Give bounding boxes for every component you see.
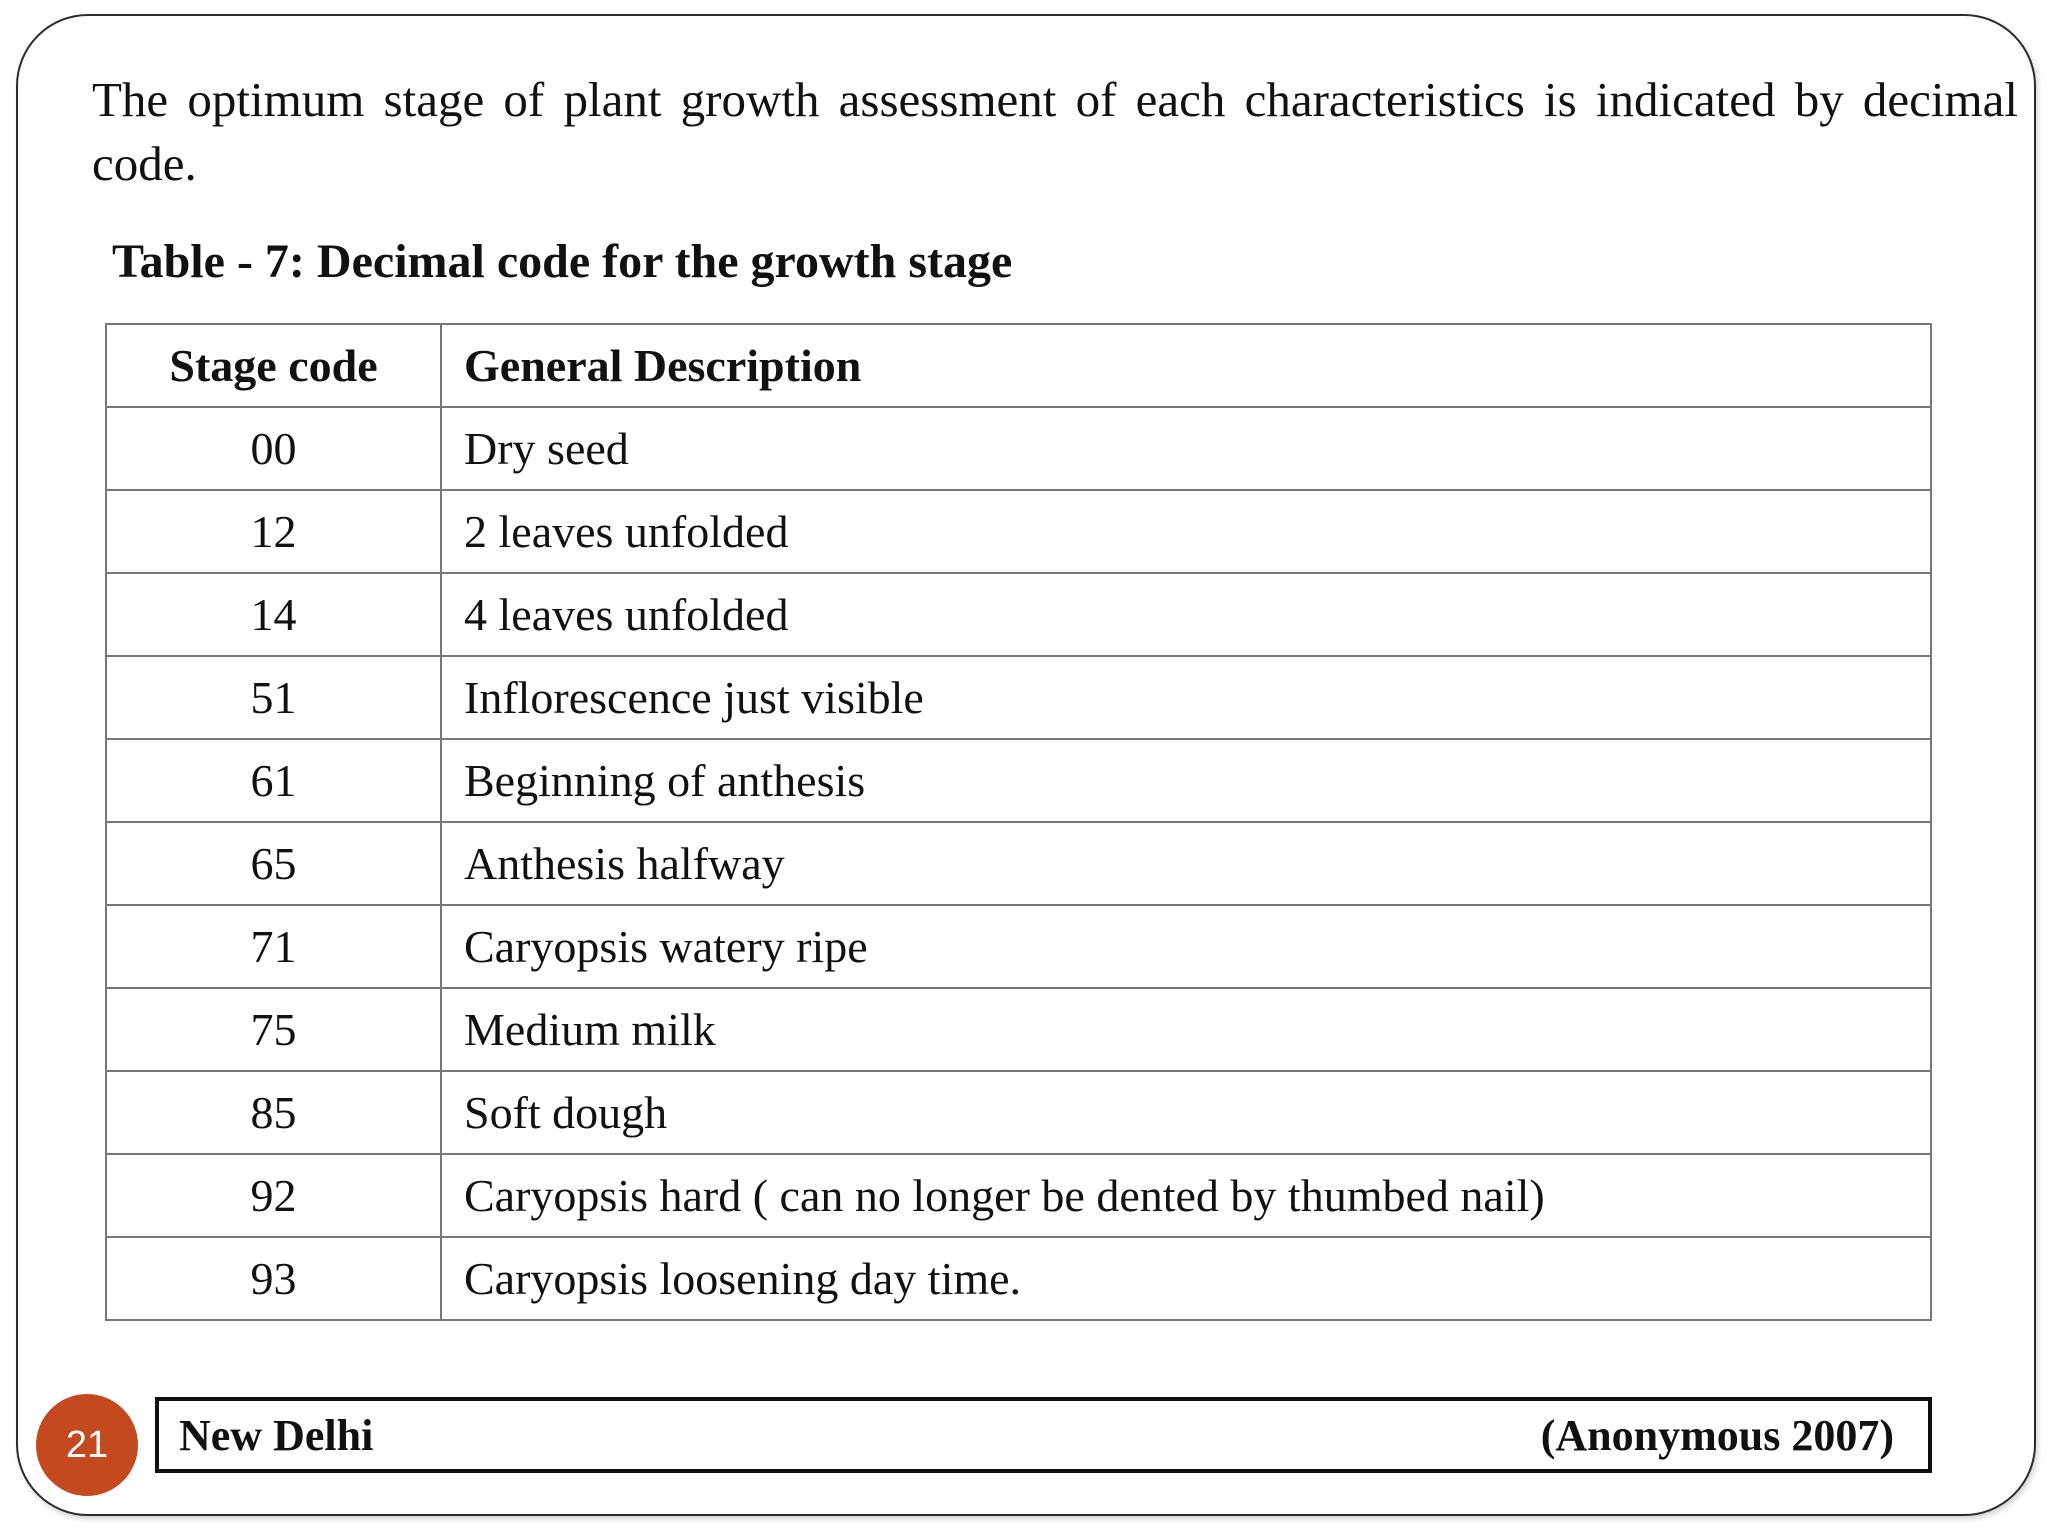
table-row: 51 Inflorescence just visible bbox=[105, 655, 1932, 740]
description-cell: Dry seed bbox=[440, 406, 1932, 491]
table-row: 65 Anthesis halfway bbox=[105, 821, 1932, 906]
description-cell: Anthesis halfway bbox=[440, 821, 1932, 906]
table-row: 00 Dry seed bbox=[105, 406, 1932, 491]
stage-code-cell: 12 bbox=[105, 489, 442, 574]
footer-citation: (Anonymous 2007) bbox=[1540, 1410, 1894, 1460]
description-cell: 4 leaves unfolded bbox=[440, 572, 1932, 657]
description-cell: Beginning of anthesis bbox=[440, 738, 1932, 823]
footer-box: New Delhi (Anonymous 2007) bbox=[155, 1397, 1932, 1473]
stage-code-cell: 71 bbox=[105, 904, 442, 989]
page-number-badge: 21 bbox=[36, 1394, 138, 1496]
table-row: 92 Caryopsis hard ( can no longer be dent… bbox=[105, 1153, 1932, 1238]
description-cell: Caryopsis watery ripe bbox=[440, 904, 1932, 989]
stage-code-cell: 65 bbox=[105, 821, 442, 906]
intro-line-1: The optimum stage of plant growth assess… bbox=[92, 72, 2018, 127]
description-cell: Soft dough bbox=[440, 1070, 1932, 1155]
intro-paragraph: The optimum stage of plant growth assess… bbox=[92, 68, 2018, 196]
table-header-row: Stage code General Description bbox=[105, 323, 1932, 408]
stage-code-cell: 85 bbox=[105, 1070, 442, 1155]
description-cell: Caryopsis loosening day time. bbox=[440, 1236, 1932, 1321]
table-row: 75 Medium milk bbox=[105, 987, 1932, 1072]
stage-code-cell: 92 bbox=[105, 1153, 442, 1238]
description-cell: 2 leaves unfolded bbox=[440, 489, 1932, 574]
table-row: 61 Beginning of anthesis bbox=[105, 738, 1932, 823]
stage-code-cell: 93 bbox=[105, 1236, 442, 1321]
description-cell: Caryopsis hard ( can no longer be dented… bbox=[440, 1153, 1932, 1238]
stage-code-cell: 14 bbox=[105, 572, 442, 657]
table-row: 71 Caryopsis watery ripe bbox=[105, 904, 1932, 989]
column-header-general-description: General Description bbox=[440, 323, 1932, 408]
description-cell: Inflorescence just visible bbox=[440, 655, 1932, 740]
table-body: 00 Dry seed 12 2 leaves unfolded 14 4 leaves … bbox=[105, 406, 1932, 1321]
table-row: 85 Soft dough bbox=[105, 1070, 1932, 1155]
table-row: 14 4 leaves unfolded bbox=[105, 572, 1932, 657]
table-row: 12 2 leaves unfolded bbox=[105, 489, 1932, 574]
footer-location: New Delhi bbox=[179, 1410, 374, 1460]
stage-code-cell: 00 bbox=[105, 406, 442, 491]
table-row: 93 Caryopsis loosening day time. bbox=[105, 1236, 1932, 1321]
intro-line-2: code. bbox=[92, 136, 197, 191]
stage-code-cell: 75 bbox=[105, 987, 442, 1072]
description-cell: Medium milk bbox=[440, 987, 1932, 1072]
column-header-stage-code: Stage code bbox=[105, 323, 442, 408]
stage-code-cell: 51 bbox=[105, 655, 442, 740]
slide: The optimum stage of plant growth assess… bbox=[16, 14, 2036, 1516]
table-title: Table - 7: Decimal code for the growth s… bbox=[112, 235, 1013, 288]
page-number: 21 bbox=[65, 1423, 109, 1466]
stage-code-cell: 61 bbox=[105, 738, 442, 823]
growth-stage-table: Stage code General Description 00 Dry see… bbox=[105, 323, 1932, 1321]
